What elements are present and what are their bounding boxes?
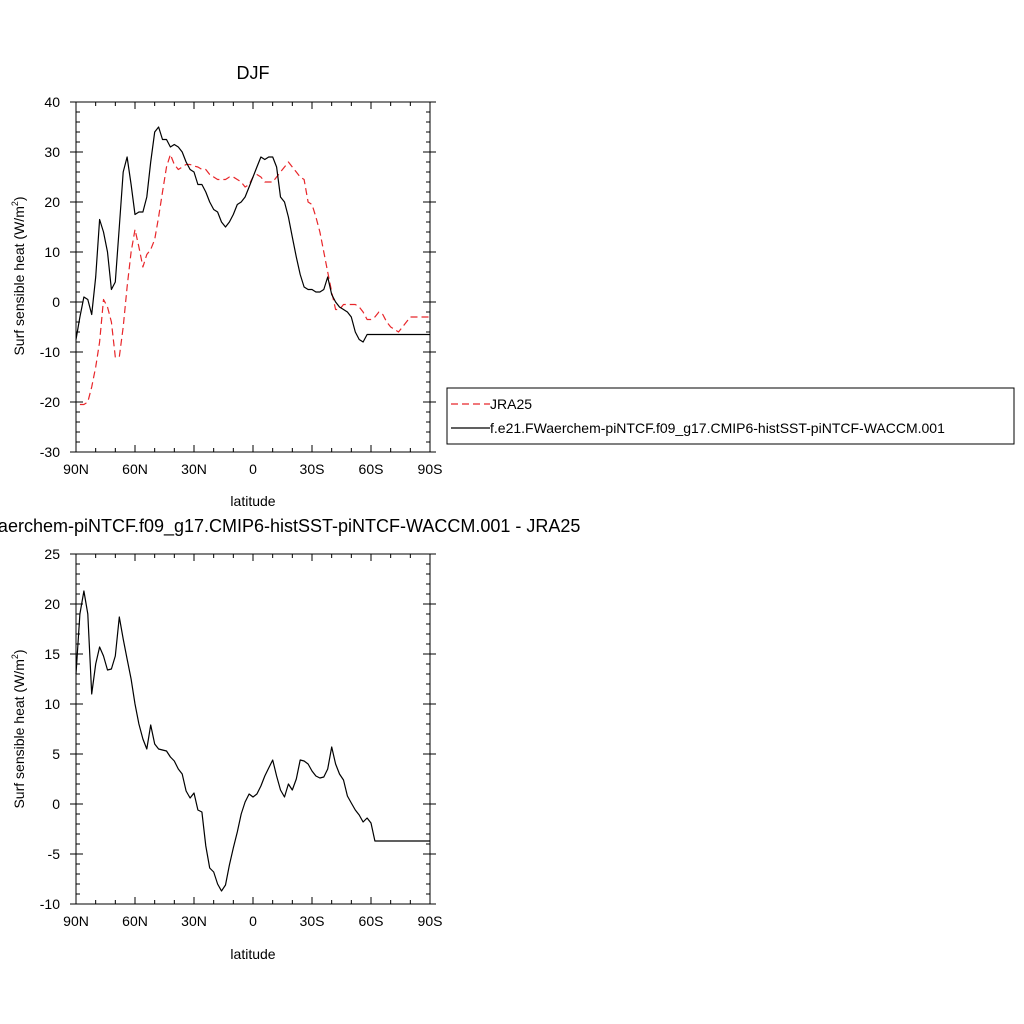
bottom-y-axis-label: Surf sensible heat (W/m2) [10, 649, 27, 808]
bottom-chart: 90N 60N 30N 0 30S 60S 90S -10 -5 0 5 10 15 20 25 [40, 546, 443, 929]
top-x-tick-label: 90S [418, 461, 443, 477]
top-y-tick-label: -10 [40, 344, 60, 360]
bottom-y-tick-label: 10 [44, 696, 60, 712]
top-series-jra25-line [79, 153, 430, 406]
bottom-y-tick-label: 20 [44, 596, 60, 612]
bottom-series-model-line [75, 590, 430, 892]
bottom-x-tick-label: 0 [249, 913, 257, 929]
top-chart-title: DJF [237, 63, 270, 83]
top-x-tick-label: 30N [181, 461, 207, 477]
top-plot-frame [75, 101, 431, 453]
bottom-x-tick-label: 90N [63, 913, 89, 929]
top-y-tick-label: 20 [44, 194, 60, 210]
bottom-x-tick-label: 90S [418, 913, 443, 929]
bottom-x-axis-label: latitude [230, 946, 275, 962]
top-y-tick-label: 30 [44, 144, 60, 160]
bottom-y-tick-label: 15 [44, 646, 60, 662]
legend-box [446, 387, 1015, 445]
bottom-y-tick-label: -5 [48, 846, 61, 862]
top-x-axis-label: latitude [230, 493, 275, 509]
top-chart: 90N 60N 30N 0 30S 60S 90S -30 -20 -10 0 10 20 30 40 [40, 94, 443, 477]
top-x-tick-label: 60N [122, 461, 148, 477]
top-y-tick-label: 0 [52, 294, 60, 310]
bottom-y-tick-label: 0 [52, 796, 60, 812]
top-series-model-line [75, 126, 430, 343]
top-y-tick-label: 10 [44, 244, 60, 260]
top-x-tick-label: 0 [249, 461, 257, 477]
top-y-tick-label: -30 [40, 444, 60, 460]
top-y-tick-label: 40 [44, 94, 60, 110]
top-y-axis-label: Surf sensible heat (W/m2) [10, 196, 27, 355]
legend: JRA25 f.e21.FWaerchem-piNTCF.f09_g17.CMI… [446, 387, 1015, 445]
top-y-tick-label: -20 [40, 394, 60, 410]
bottom-y-tick-label: 25 [44, 546, 60, 562]
bottom-x-tick-label: 60N [122, 913, 148, 929]
bottom-plot-frame [75, 553, 431, 905]
legend-label-model: f.e21.FWaerchem-piNTCF.f09_g17.CMIP6-his… [490, 420, 945, 436]
legend-label-jra25: JRA25 [490, 396, 532, 412]
top-x-tick-label: 30S [300, 461, 325, 477]
bottom-y-tick-label: 5 [52, 746, 60, 762]
bottom-y-tick-label: -10 [40, 896, 60, 912]
bottom-x-tick-label: 30N [181, 913, 207, 929]
top-x-tick-label: 60S [359, 461, 384, 477]
bottom-x-tick-label: 30S [300, 913, 325, 929]
top-x-tick-label: 90N [63, 461, 89, 477]
bottom-chart-title: f.e21.FWaerchem-piNTCF.f09_g17.CMIP6-his… [0, 516, 580, 537]
bottom-x-tick-label: 60S [359, 913, 384, 929]
